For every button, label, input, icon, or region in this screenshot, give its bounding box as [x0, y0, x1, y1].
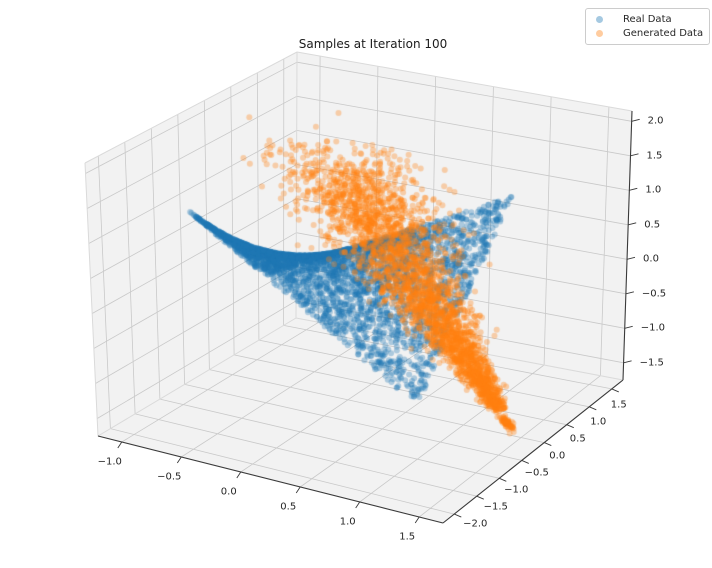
z-tick-label: 0.0: [643, 253, 659, 265]
y-tick-label: 0.5: [569, 433, 586, 445]
real-data-marker-icon: [596, 16, 603, 23]
x-tick-label: 0.0: [220, 486, 237, 498]
legend-label-generated: Generated Data: [623, 28, 704, 39]
z-tick-label: 2.0: [647, 115, 664, 127]
x-tick-label: 1.5: [399, 531, 416, 543]
legend-label-real: Real Data: [623, 14, 672, 25]
legend: Real Data Generated Data: [585, 8, 710, 45]
y-tick-label: −1.0: [504, 484, 529, 496]
legend-item-generated: Generated Data: [596, 28, 704, 39]
z-tick-label: −1.5: [639, 357, 664, 369]
x-tick-label: 0.5: [280, 501, 297, 513]
x-tick-label: −1.0: [97, 456, 122, 468]
z-tick-label: 0.5: [644, 219, 661, 231]
y-tick-label: 1.5: [610, 399, 627, 411]
y-tick-label: −2.0: [463, 518, 488, 530]
y-tick-label: 0.0: [549, 450, 566, 462]
z-tick-label: −1.0: [640, 322, 666, 334]
z-tick-label: 1.5: [646, 150, 663, 162]
z-tick-label: −0.5: [641, 288, 667, 300]
plot-title: Samples at Iteration 100: [298, 37, 448, 51]
x-tick-label: 1.0: [339, 516, 356, 528]
y-tick-label: 1.0: [590, 416, 607, 428]
y-tick-label: −0.5: [524, 467, 549, 479]
y-tick-label: −1.5: [483, 501, 508, 513]
z-tick-label: 1.0: [645, 184, 662, 196]
x-tick-label: −0.5: [157, 471, 182, 483]
generated-data-marker-icon: [596, 30, 603, 37]
legend-item-real: Real Data: [596, 14, 701, 25]
